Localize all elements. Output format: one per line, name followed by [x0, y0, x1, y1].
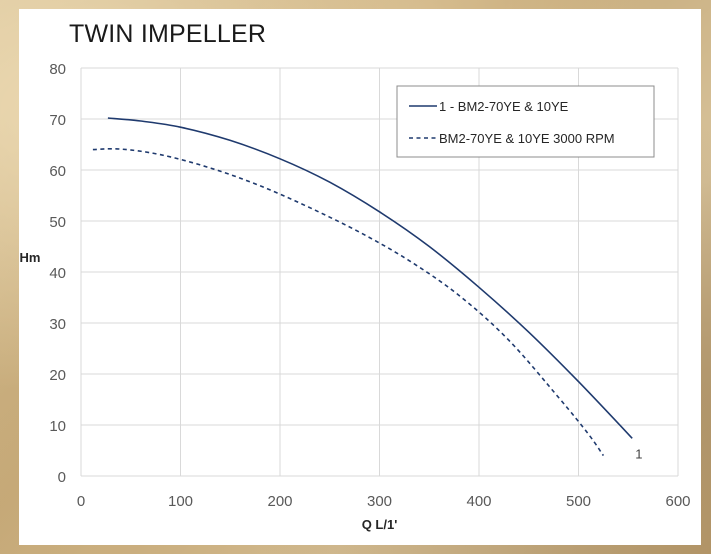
legend: 1 - BM2-70YE & 10YE BM2-70YE & 10YE 3000 … — [396, 85, 655, 158]
y-tick-label: 50 — [49, 214, 66, 231]
y-tick-labels: 0 10 20 30 40 50 60 70 80 — [49, 61, 66, 486]
y-tick-label: 80 — [49, 61, 66, 78]
x-tick-label: 600 — [665, 493, 690, 510]
y-tick-label: 0 — [58, 469, 66, 486]
x-axis-label: Q L/1' — [362, 517, 398, 532]
y-tick-label: 40 — [49, 265, 66, 282]
x-tick-label: 300 — [367, 493, 392, 510]
series-line-2 — [92, 147, 605, 457]
x-tick-label: 0 — [77, 493, 85, 510]
y-tick-label: 60 — [49, 163, 66, 180]
y-tick-label: 10 — [49, 418, 66, 435]
x-tick-label: 400 — [466, 493, 491, 510]
y-tick-label: 70 — [49, 112, 66, 129]
y-tick-label: 20 — [49, 367, 66, 384]
grid-lines — [80, 67, 679, 477]
legend-label: BM2-70YE & 10YE 3000 RPM — [439, 131, 615, 146]
series-lines — [92, 117, 633, 457]
chart-title: TWIN IMPELLER — [69, 20, 267, 48]
legend-box — [396, 85, 655, 158]
x-tick-label: 200 — [267, 493, 292, 510]
legend-label: 1 - BM2-70YE & 10YE — [439, 99, 569, 114]
series-line-1 — [107, 117, 633, 439]
x-tick-label: 100 — [168, 493, 193, 510]
y-tick-label: 30 — [49, 316, 66, 333]
x-tick-labels: 0 100 200 300 400 500 600 — [77, 493, 691, 510]
y-axis-label: Hm — [20, 250, 41, 265]
x-tick-label: 500 — [566, 493, 591, 510]
series-end-label: 1 — [635, 446, 642, 461]
